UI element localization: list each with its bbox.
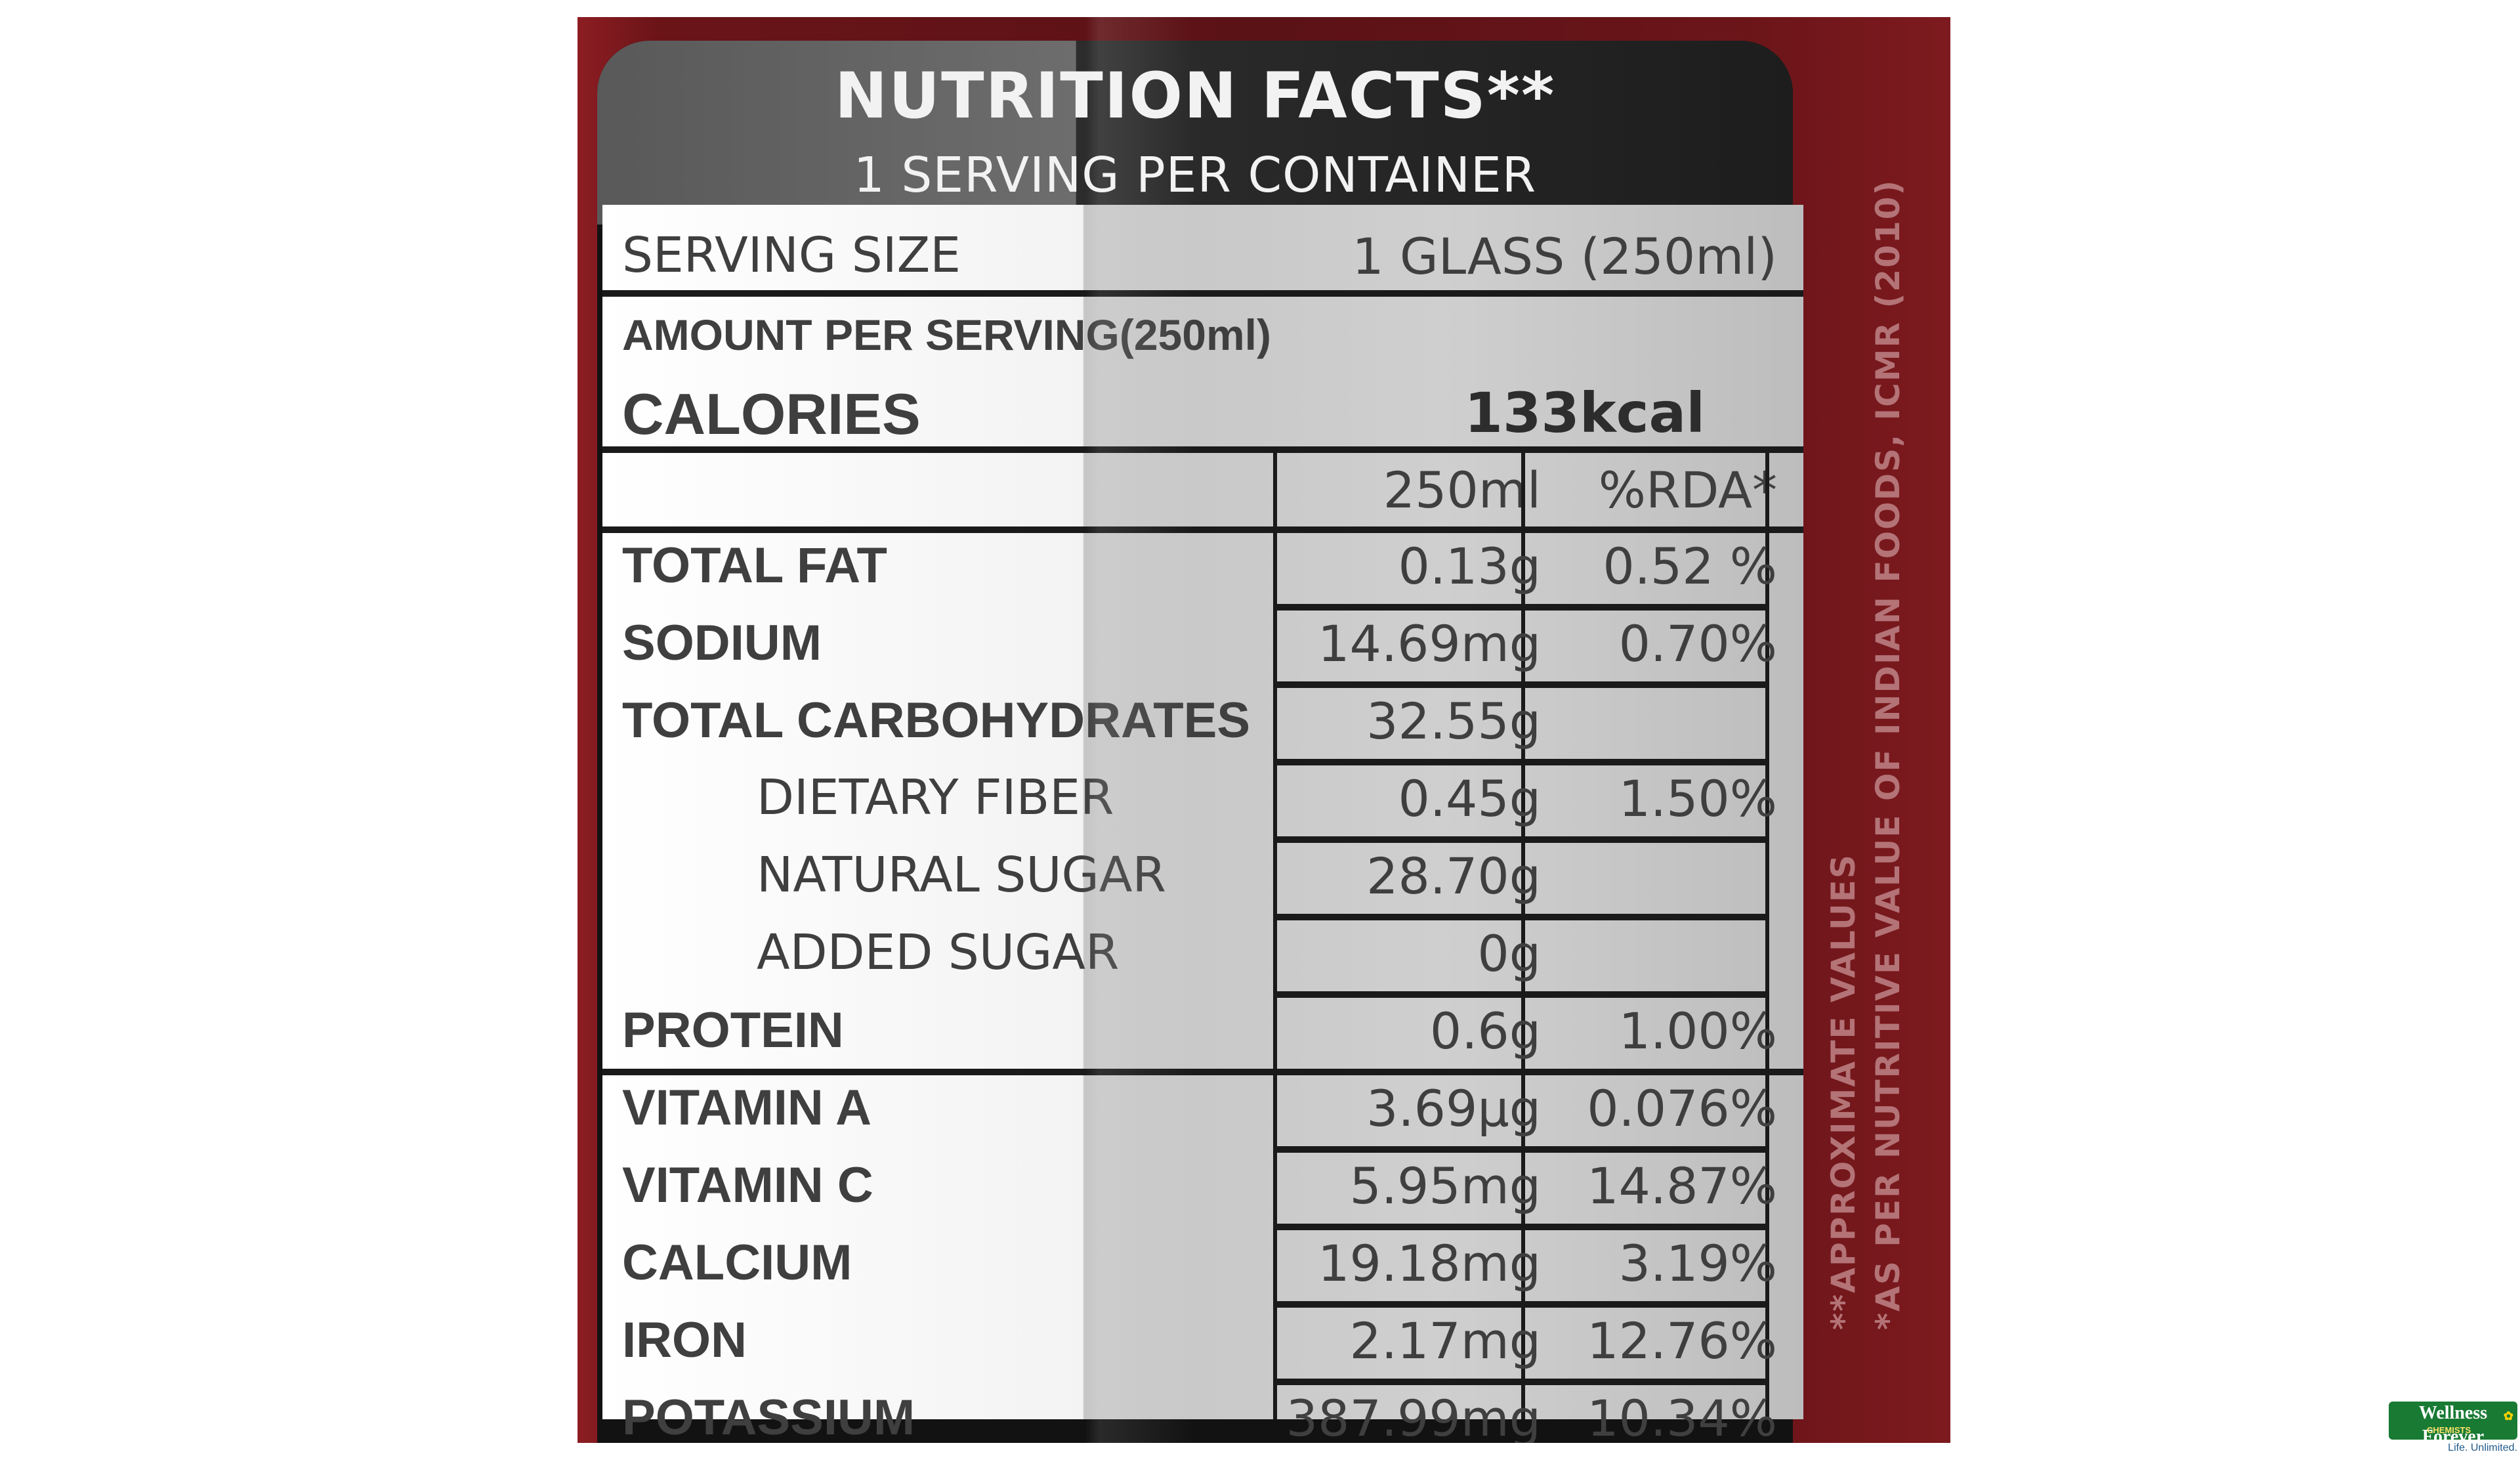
calories-value: 133kcal xyxy=(1464,381,1705,445)
nutrient-amount: 28.70g xyxy=(1366,847,1541,905)
label-title: NUTRITION FACTS** xyxy=(834,59,1556,133)
footnote: **APPROXIMATE VALUES *AS PER NUTRITIVE V… xyxy=(1821,179,1910,1330)
nutrient-name: TOTAL CARBOHYDRATES xyxy=(622,693,1251,748)
nutrient-amount: 3.69µg xyxy=(1366,1079,1541,1138)
nutrient-name: ADDED SUGAR xyxy=(757,924,1120,981)
amount-per-serving-label: AMOUNT PER SERVING(250ml) xyxy=(622,311,1271,359)
divider xyxy=(1273,604,1769,611)
calories-label: CALORIES xyxy=(622,381,921,446)
nutrient-amount: 0.45g xyxy=(1398,769,1541,828)
footnote-icmr: *AS PER NUTRITIVE VALUE OF INDIAN FOODS,… xyxy=(1869,179,1907,1330)
column-divider xyxy=(1273,446,1277,1419)
divider xyxy=(602,446,1803,453)
footnote-approximate: **APPROXIMATE VALUES xyxy=(1824,853,1862,1330)
nutrient-name: IRON xyxy=(622,1312,747,1368)
nutrient-rda: 3.19% xyxy=(1618,1234,1777,1293)
divider xyxy=(1273,1301,1769,1308)
divider xyxy=(1273,914,1769,920)
col-amount-header: 250ml xyxy=(1383,461,1541,519)
nutrient-amount: 0.13g xyxy=(1398,537,1541,595)
divider xyxy=(1273,836,1769,843)
divider xyxy=(602,290,1803,297)
col-rda-header: %RDA* xyxy=(1598,461,1777,519)
divider xyxy=(602,1069,1803,1075)
logo-sub: CHEMISTS xyxy=(2427,1425,2471,1435)
nutrient-name: PROTEIN xyxy=(622,1002,844,1058)
nutrient-rda: 14.87% xyxy=(1587,1157,1777,1215)
nutrient-name: VITAMIN C xyxy=(622,1157,873,1213)
nutrient-amount: 0.6g xyxy=(1429,1002,1541,1060)
serving-size-value: 1 GLASS (250ml) xyxy=(1352,227,1777,286)
nutrient-amount: 5.95mg xyxy=(1349,1157,1542,1215)
nutrient-name: SODIUM xyxy=(622,615,822,671)
nutrient-amount: 19.18mg xyxy=(1318,1234,1541,1293)
label-subtitle: 1 SERVING PER CONTAINER xyxy=(853,147,1537,204)
divider xyxy=(1273,1224,1769,1230)
nutrient-rda: 0.52 % xyxy=(1603,537,1777,595)
divider xyxy=(1273,991,1769,998)
divider xyxy=(1273,1379,1769,1385)
divider xyxy=(1273,759,1769,765)
nutrient-rda: 10.34% xyxy=(1587,1389,1777,1443)
nutrient-name: VITAMIN A xyxy=(622,1080,872,1136)
wellness-forever-logo: Wellness Forever ✿ CHEMISTS Life. Unlimi… xyxy=(2389,1402,2517,1457)
divider xyxy=(1273,681,1769,688)
nutrient-name: DIETARY FIBER xyxy=(757,769,1114,826)
nutrient-amount: 0g xyxy=(1477,924,1541,983)
nutrient-name: CALCIUM xyxy=(622,1235,852,1291)
nutrient-name: NATURAL SUGAR xyxy=(757,847,1166,903)
logo-badge: Wellness Forever ✿ CHEMISTS xyxy=(2389,1402,2517,1447)
serving-size-label: SERVING SIZE xyxy=(622,227,961,284)
nutrient-amount: 387.99mg xyxy=(1286,1389,1541,1443)
nutrient-amount: 2.17mg xyxy=(1349,1312,1542,1370)
nutrient-rda: 0.70% xyxy=(1618,614,1777,673)
nutrient-amount: 32.55g xyxy=(1366,692,1541,750)
divider xyxy=(1273,1146,1769,1153)
nutrient-rda: 1.00% xyxy=(1618,1002,1777,1060)
nutrient-name: TOTAL FAT xyxy=(622,538,887,593)
nutrient-rda: 0.076% xyxy=(1587,1079,1777,1138)
label-header: NUTRITION FACTS** 1 SERVING PER CONTAINE… xyxy=(597,41,1793,225)
nutrient-amount: 14.69mg xyxy=(1318,614,1541,673)
divider xyxy=(602,526,1803,533)
nutrient-rda: 12.76% xyxy=(1587,1312,1777,1370)
nutrient-rda: 1.50% xyxy=(1618,769,1777,828)
nutrient-name: POTASSIUM xyxy=(622,1390,915,1443)
nutrition-table: SERVING SIZE 1 GLASS (250ml) AMOUNT PER … xyxy=(602,205,1803,1443)
logo-tagline: Life. Unlimited. xyxy=(2448,1442,2517,1453)
column-divider xyxy=(1521,446,1525,1419)
logo-name: Wellness Forever xyxy=(2418,1403,2488,1447)
product-photo: NUTRITION FACTS** 1 SERVING PER CONTAINE… xyxy=(578,17,1950,1443)
leaf-icon: ✿ xyxy=(2503,1409,2513,1423)
column-divider xyxy=(1765,446,1769,1419)
